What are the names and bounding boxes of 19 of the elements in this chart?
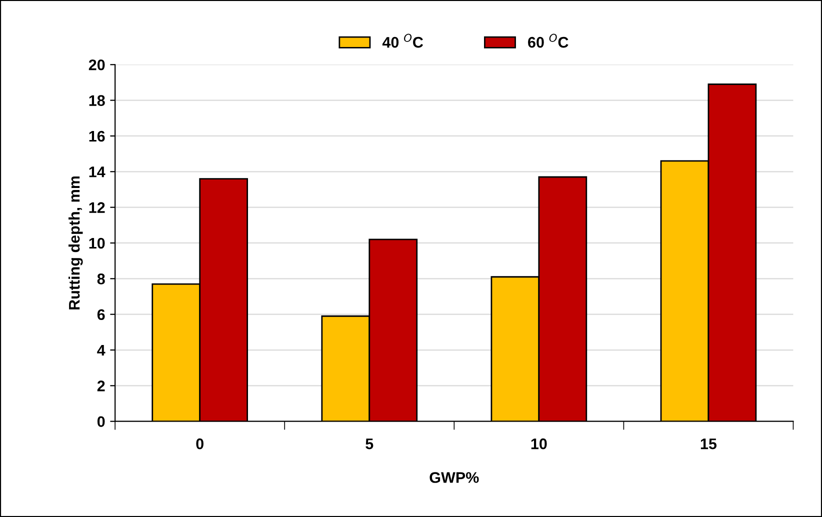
y-tick-label: 4 <box>97 345 106 356</box>
y-tick-label: 0 <box>97 416 105 428</box>
x-tick-label: 5 <box>366 438 374 450</box>
x-tick-label: 0 <box>196 438 204 450</box>
x-tick-label: 15 <box>700 438 717 450</box>
y-tick-label: 8 <box>97 274 105 284</box>
y-tick-label: 20 <box>88 59 105 70</box>
y-axis-title: Rutting depth, mm <box>68 176 83 310</box>
x-axis-title: GWP% <box>430 472 479 483</box>
legend-label: 40 $^{O}$C <box>382 34 424 48</box>
y-tick-label: 12 <box>89 202 105 213</box>
legend-label: 60 $^{O}$C <box>528 34 568 48</box>
y-tick-label: 18 <box>89 95 105 106</box>
y-tick-label: 6 <box>97 309 105 320</box>
y-tick-label: 14 <box>89 166 106 178</box>
y-tick-label: 16 <box>89 130 105 142</box>
x-tick-label: 10 <box>531 438 547 450</box>
y-tick-label: 2 <box>97 380 105 392</box>
y-tick-label: 10 <box>89 238 105 249</box>
